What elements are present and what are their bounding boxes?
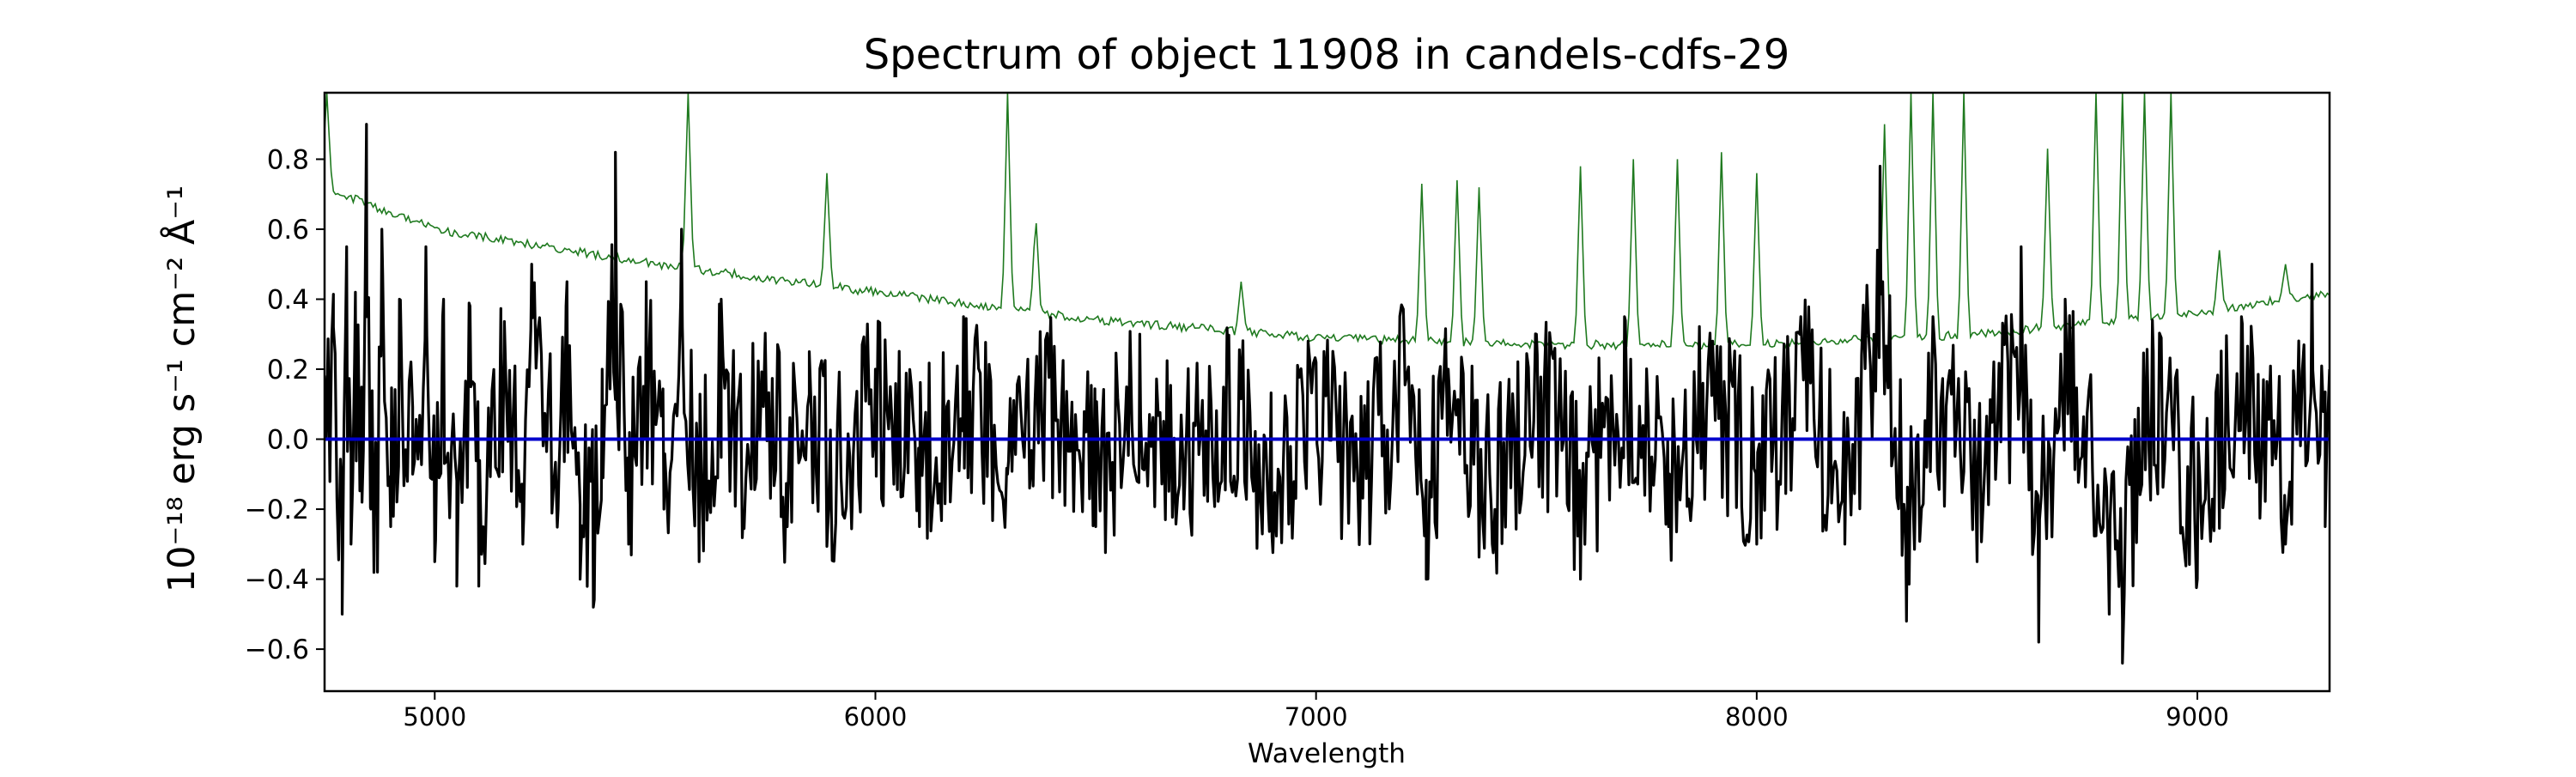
noise-spectrum-line — [325, 93, 2330, 351]
y-tick-label: 0.4 — [267, 284, 309, 315]
y-tick-label: 0.2 — [267, 355, 309, 385]
y-tick-label: −0.6 — [245, 634, 309, 665]
ticks-layer: 5000 6000 7000 8000 9000 −0.6 −0.4 −0.2 0.0 0.2 0.… — [245, 144, 2229, 731]
x-tick-label: 6000 — [844, 702, 908, 731]
y-tick-label: −0.4 — [245, 565, 309, 596]
x-tick-label: 5000 — [403, 702, 466, 731]
y-axis-label: 10⁻¹⁸ erg s⁻¹ cm⁻² Å⁻¹ — [160, 185, 204, 592]
chart-title: Spectrum of object 11908 in candels-cdfs… — [864, 31, 1790, 79]
y-tick-label: 0.6 — [267, 215, 309, 246]
y-tick-label: 0.0 — [267, 425, 309, 456]
y-tick-label: −0.2 — [245, 495, 309, 525]
x-axis-label: Wavelength — [1248, 738, 1406, 769]
y-tick-label: 0.8 — [267, 144, 309, 175]
flux-spectrum-line — [325, 123, 2330, 665]
x-tick-label: 8000 — [1725, 702, 1789, 731]
x-tick-label: 7000 — [1285, 702, 1348, 731]
plot-frame — [323, 91, 2331, 693]
series-layer — [325, 93, 2330, 665]
x-tick-label: 9000 — [2166, 702, 2229, 731]
